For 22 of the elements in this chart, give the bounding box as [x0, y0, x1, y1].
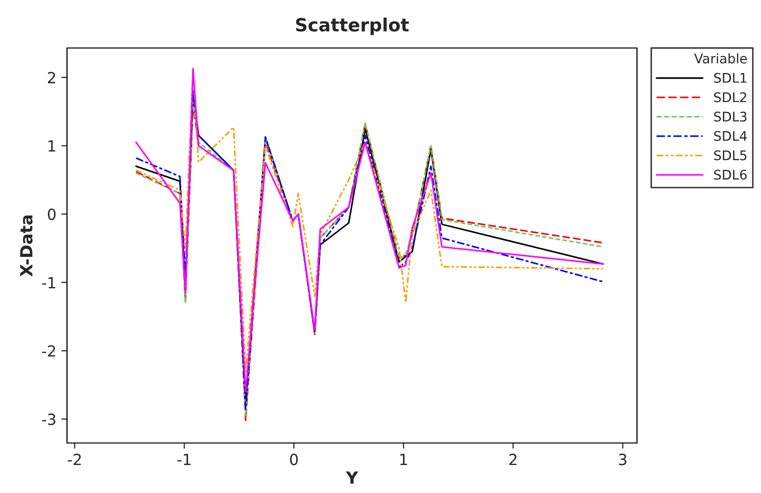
legend-title: Variable [694, 53, 747, 64]
y-axis-title: X-Data [20, 215, 33, 277]
legend-label: SDL3 [714, 112, 746, 122]
chart-title: Scatterplot [296, 18, 409, 36]
x-tick-label: 1 [400, 454, 407, 466]
legend-label: SDL4 [714, 130, 747, 141]
legend-label: SDL2 [714, 92, 746, 102]
x-tick-label: 2 [509, 454, 516, 466]
legend-label: SDL1 [714, 72, 746, 83]
x-tick-label: -2 [68, 454, 81, 466]
y-tick-label: -2 [42, 345, 56, 357]
y-tick-label: -3 [42, 414, 56, 426]
x-axis-title: Y [346, 471, 358, 484]
legend-label: SDL6 [714, 170, 747, 180]
legend-label: SDL5 [714, 150, 746, 160]
y-tick-label: 2 [48, 72, 56, 84]
x-tick-label: 0 [290, 454, 298, 466]
x-tick-label: -1 [177, 454, 190, 466]
y-tick-label: 0 [48, 208, 56, 220]
y-tick-label: -1 [42, 277, 56, 288]
y-tick-label: 1 [48, 140, 56, 152]
x-tick-label: 3 [619, 454, 626, 466]
